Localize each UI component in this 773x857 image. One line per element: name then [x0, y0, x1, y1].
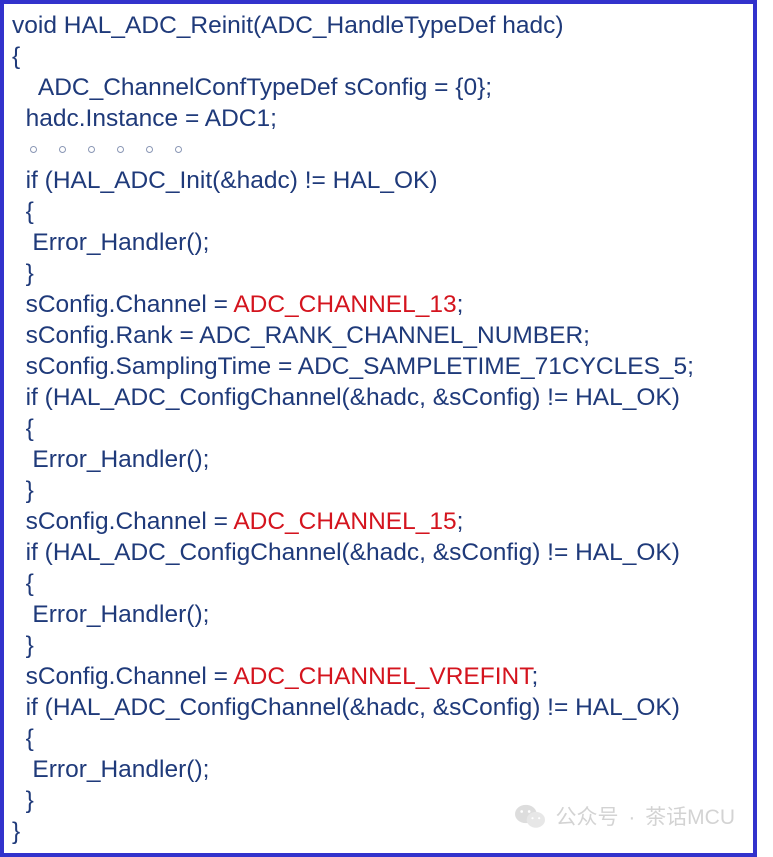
code-highlight: ADC_CHANNEL_15 — [233, 508, 456, 535]
code-text: ; — [457, 291, 464, 318]
code-line: ADC_ChannelConfTypeDef sConfig = {0}; — [12, 72, 745, 103]
code-line: { — [12, 41, 745, 72]
code-line: { — [12, 723, 745, 754]
code-line: if (HAL_ADC_ConfigChannel(&hadc, &sConfi… — [12, 382, 745, 413]
ellipsis-row — [12, 134, 745, 165]
code-text: ; — [531, 663, 538, 690]
code-text: sConfig.Channel = — [12, 663, 233, 690]
code-text: sConfig.Channel = — [12, 291, 233, 318]
ellipsis-dot — [117, 146, 124, 153]
watermark-sep: · — [628, 806, 635, 829]
code-highlight: ADC_CHANNEL_13 — [233, 291, 456, 318]
code-line: sConfig.Channel = ADC_CHANNEL_VREFINT; — [12, 661, 745, 692]
code-line: if (HAL_ADC_ConfigChannel(&hadc, &sConfi… — [12, 692, 745, 723]
ellipsis-dot — [175, 146, 182, 153]
code-line: { — [12, 413, 745, 444]
code-line: sConfig.SamplingTime = ADC_SAMPLETIME_71… — [12, 351, 745, 382]
ellipsis-dot — [30, 146, 37, 153]
code-line: sConfig.Channel = ADC_CHANNEL_15; — [12, 506, 745, 537]
code-line: if (HAL_ADC_Init(&hadc) != HAL_OK) — [12, 165, 745, 196]
code-line: } — [12, 630, 745, 661]
code-text: ; — [457, 508, 464, 535]
watermark-prefix: 公众号 — [555, 806, 618, 829]
code-line: if (HAL_ADC_ConfigChannel(&hadc, &sConfi… — [12, 537, 745, 568]
code-text: sConfig.Channel = — [12, 508, 233, 535]
code-line: Error_Handler(); — [12, 227, 745, 258]
watermark: 公众号 · 茶话MCU — [515, 801, 735, 831]
code-line: void HAL_ADC_Reinit(ADC_HandleTypeDef ha… — [12, 10, 745, 41]
code-line: Error_Handler(); — [12, 754, 745, 785]
ellipsis-dot — [146, 146, 153, 153]
code-line: sConfig.Rank = ADC_RANK_CHANNEL_NUMBER; — [12, 320, 745, 351]
code-highlight: ADC_CHANNEL_VREFINT — [233, 663, 531, 690]
code-line: Error_Handler(); — [12, 444, 745, 475]
code-line: { — [12, 568, 745, 599]
code-line: hadc.Instance = ADC1; — [12, 103, 745, 134]
code-line: Error_Handler(); — [12, 599, 745, 630]
watermark-text: 公众号 · 茶话MCU — [555, 801, 735, 831]
ellipsis-dot — [88, 146, 95, 153]
code-line: { — [12, 196, 745, 227]
watermark-name: 茶话MCU — [645, 806, 735, 829]
code-line: } — [12, 258, 745, 289]
wechat-icon — [515, 803, 545, 830]
code-line: } — [12, 475, 745, 506]
code-box: void HAL_ADC_Reinit(ADC_HandleTypeDef ha… — [0, 0, 757, 857]
code-line: sConfig.Channel = ADC_CHANNEL_13; — [12, 289, 745, 320]
ellipsis-dot — [59, 146, 66, 153]
